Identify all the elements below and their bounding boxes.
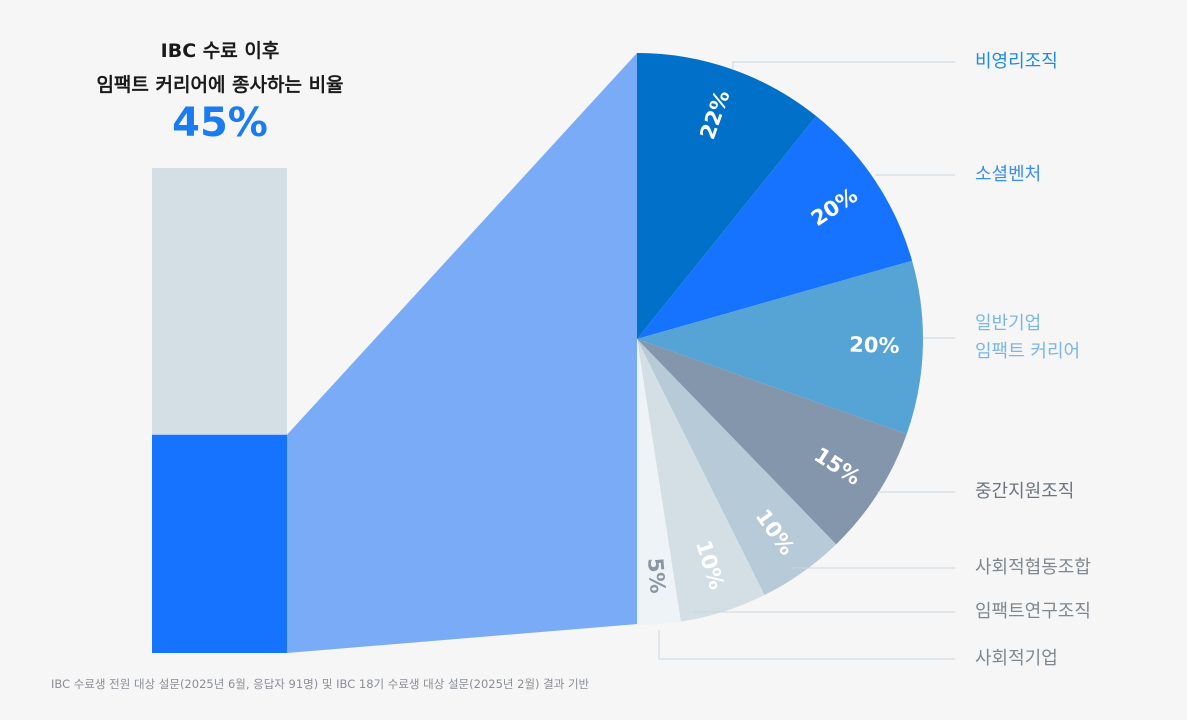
title-highlight-percent: 45%	[172, 100, 268, 146]
bar-segment-impact-career	[152, 434, 287, 653]
pie-category-label: 임팩트 커리어	[975, 341, 1080, 362]
pie-category-label: 임팩트연구조직	[975, 601, 1091, 622]
bar-segment-other	[152, 168, 287, 435]
pie-slice	[637, 116, 913, 340]
pie-slice	[637, 53, 817, 339]
footnote: IBC 수료생 전원 대상 설문(2025년 6월, 응답자 91명) 및 IB…	[51, 677, 590, 691]
title-line-1: IBC 수료 이후	[160, 40, 280, 62]
pie-category-label: 소셜벤처	[975, 164, 1041, 185]
title-line-2: 임팩트 커리어에 종사하는 비율	[96, 74, 344, 96]
pie-slice	[637, 339, 681, 626]
pie-value-label: 20%	[849, 333, 900, 359]
connector-band	[287, 53, 637, 653]
pie-slice	[637, 339, 837, 596]
leader-line	[732, 61, 955, 70]
leader-line	[658, 630, 955, 660]
pie-category-label: 사회적협동조합	[975, 557, 1091, 578]
pie-category-label: 일반기업	[975, 313, 1041, 334]
pie-slice	[637, 260, 923, 435]
pie-category-label: 사회적기업	[975, 648, 1058, 669]
pie-slice	[637, 339, 907, 545]
pie-category-label: 중간지원조직	[975, 481, 1074, 502]
pie-value-label: 5%	[643, 557, 670, 594]
pie-category-label: 비영리조직	[975, 51, 1058, 72]
pie-slice	[637, 339, 765, 622]
